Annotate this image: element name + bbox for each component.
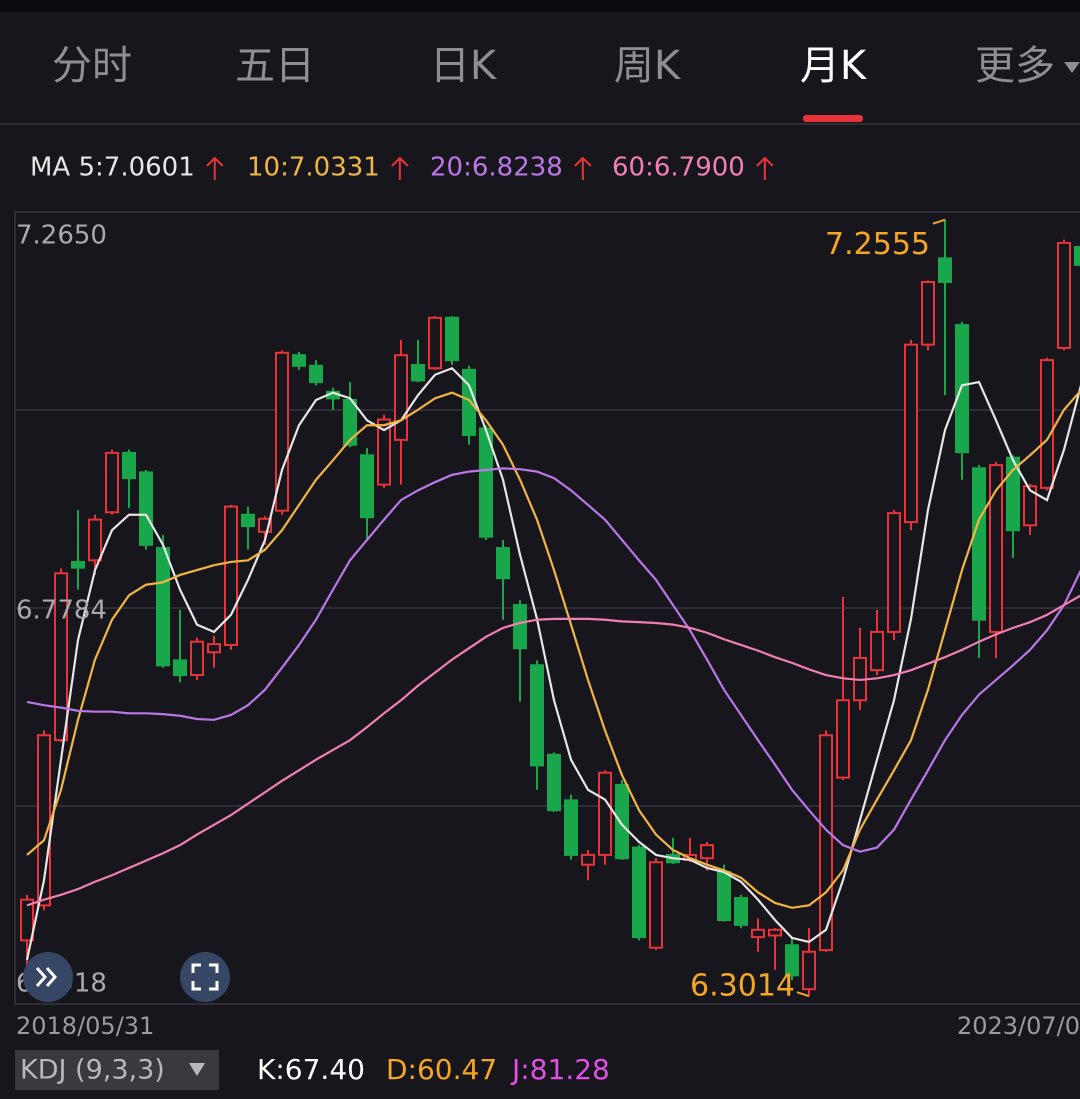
candle-body <box>581 853 595 866</box>
candle-body <box>530 664 544 767</box>
candle-body <box>241 513 255 528</box>
candle-body <box>819 734 833 952</box>
y-tick-label: 7.2650 <box>16 221 107 251</box>
candle-body <box>309 364 323 384</box>
candle-body <box>785 944 799 977</box>
candle-body <box>955 324 969 454</box>
candle-body <box>173 659 187 677</box>
candle-body <box>156 547 170 667</box>
tab[interactable]: 日K <box>430 43 498 89</box>
status-strip <box>0 0 1080 12</box>
tab[interactable]: 五日 <box>235 43 315 89</box>
candle-body <box>88 518 102 562</box>
high-annotation: 7.2555 <box>825 227 930 262</box>
candle-body <box>989 464 1003 633</box>
candle-body <box>768 928 782 937</box>
candle-body <box>972 467 986 621</box>
candle-body <box>275 351 289 512</box>
candle-body <box>292 354 306 367</box>
candle-body <box>394 354 408 441</box>
candle-body <box>496 547 510 580</box>
candle-body <box>700 844 714 860</box>
candle-body <box>938 257 952 283</box>
candle-body <box>139 471 153 546</box>
candle-body <box>904 343 918 524</box>
candle-body <box>836 699 850 779</box>
candle-body <box>445 316 459 362</box>
rise-arrow <box>391 156 409 180</box>
candle-body <box>428 316 442 370</box>
ma-line <box>26 467 1080 853</box>
candle-body <box>598 771 612 856</box>
high-pointer <box>932 218 946 225</box>
dropdown-arrow <box>189 1063 205 1076</box>
candle-body <box>122 451 136 480</box>
ma-line <box>26 594 1080 907</box>
ma-line <box>25 366 1080 961</box>
candle-body <box>921 280 935 346</box>
candle-body <box>105 451 119 514</box>
indicator-value: J:81.28 <box>510 1053 610 1086</box>
candle-body <box>377 418 391 486</box>
candle-body <box>224 505 238 646</box>
more-arrow <box>1064 62 1080 73</box>
candle-body <box>632 846 646 939</box>
candle-body <box>870 630 884 672</box>
candle-body <box>564 799 578 856</box>
candle-body <box>717 871 731 922</box>
ma-line <box>26 389 1080 909</box>
candle-body <box>649 861 663 949</box>
candle-body <box>547 753 561 812</box>
tab[interactable]: 月K <box>800 43 868 89</box>
tab[interactable]: 分时 <box>52 43 132 89</box>
candle-body <box>1057 241 1071 349</box>
candle-body <box>802 950 816 991</box>
indicator-value: D:60.47 <box>386 1053 497 1086</box>
rise-arrow <box>574 156 592 180</box>
tab[interactable]: 周K <box>614 43 682 89</box>
tab[interactable]: 更多 <box>975 43 1055 89</box>
x-tick-label: 2018/05/31 <box>16 1012 154 1040</box>
candle-body <box>71 560 85 569</box>
indicator-value: K:67.40 <box>257 1053 365 1086</box>
candle-body <box>1074 245 1080 266</box>
plot <box>20 218 1080 998</box>
candle-body <box>1023 485 1037 527</box>
ma-legend-item: 60:6.7900 <box>612 153 745 183</box>
low-annotation: 6.3014 <box>690 969 795 1004</box>
candle-body <box>190 640 204 677</box>
candle-body <box>207 643 221 654</box>
ui: 分时 五日 日K 周K 月K 更多 MA 5:7.0601 10:7.0331 20:6.823… <box>16 43 1080 1086</box>
ma-legend-item: MA 5:7.0601 <box>30 153 195 183</box>
rise-arrow <box>756 156 774 180</box>
candle-body <box>615 783 629 860</box>
candle-body <box>54 572 68 742</box>
y-tick-label: 6.7784 <box>16 596 107 626</box>
scroll-left-button[interactable] <box>23 952 73 1002</box>
candle-body <box>887 512 901 633</box>
indicator-selector-label: KDJ (9,3,3) <box>20 1055 165 1086</box>
fullscreen-button[interactable] <box>180 952 230 1002</box>
candle-body <box>360 454 374 519</box>
indicator-selector[interactable] <box>15 1050 219 1090</box>
candle-body <box>20 898 34 942</box>
ma-legend-item: 10:7.0331 <box>247 153 380 183</box>
double-arrow-icon <box>35 967 58 987</box>
ma-legend-item: 20:6.8238 <box>430 153 563 183</box>
candle-body <box>734 897 748 926</box>
candle-body <box>751 928 765 939</box>
candle-body <box>411 363 425 382</box>
expand-icon <box>191 963 219 991</box>
tab-underline <box>803 115 863 122</box>
candle-body <box>513 604 527 650</box>
candle-body <box>1040 359 1054 489</box>
candle-body <box>343 398 357 446</box>
x-tick-label: 2023/07/0 <box>957 1012 1080 1040</box>
rise-arrow <box>206 156 224 180</box>
low-pointer <box>796 991 810 998</box>
